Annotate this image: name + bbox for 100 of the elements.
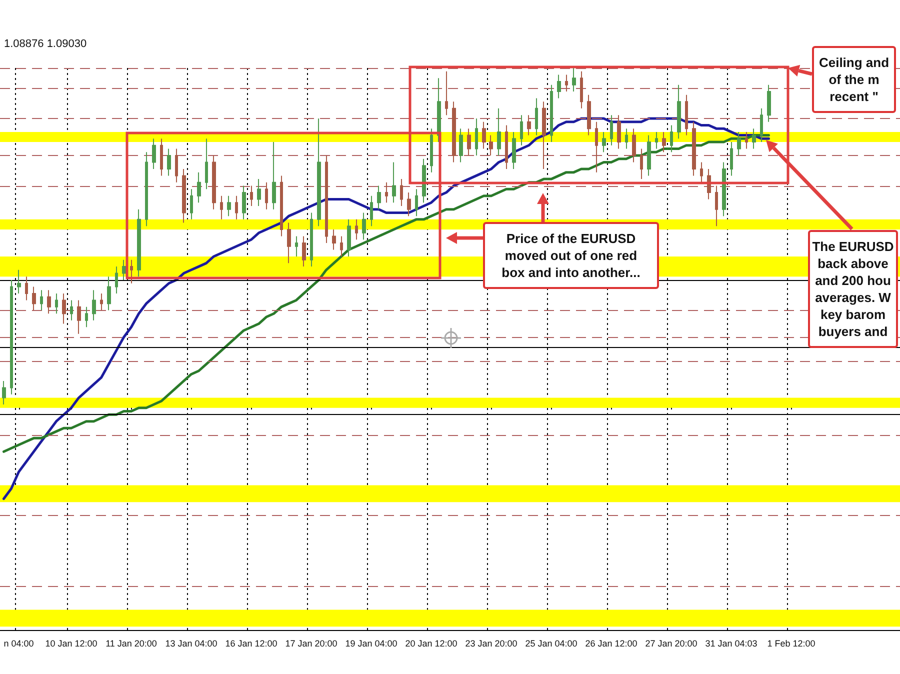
candlestick [122,259,126,281]
candlestick [625,128,628,150]
x-tick-label: n 04:00 [4,638,34,648]
candlestick [242,185,246,220]
candlestick [287,222,291,264]
candlestick [100,292,103,311]
candlestick [377,185,381,210]
candlestick [752,128,756,150]
x-tick-label: 20 Jan 12:00 [405,638,458,648]
candlestick [632,128,636,163]
candlestick [565,74,568,92]
candlestick [220,195,223,220]
candlestick [370,195,373,227]
candlestick [647,134,651,176]
x-tick-label: 25 Jan 04:00 [525,638,578,648]
candlestick [152,138,156,170]
candlestick [475,118,478,156]
candlestick [527,114,531,136]
candlestick [670,124,673,153]
candlestick [362,212,366,240]
candlestick [535,98,538,136]
candlestick [340,236,343,257]
x-tick-label: 16 Jan 12:00 [225,638,278,648]
candlestick [662,131,666,153]
x-tick-label: 27 Jan 20:00 [645,638,698,648]
candlestick [310,212,313,268]
candlestick [595,121,598,173]
candlestick [407,192,411,217]
candlestick [655,131,658,150]
candlestick [602,131,606,153]
candlestick [640,148,643,180]
candlestick [137,208,141,278]
candlestick [145,152,148,227]
candlestick [489,134,493,156]
candlestick [400,178,403,206]
candlestick [572,68,576,92]
candlestick [70,300,73,321]
candlestick [10,280,13,395]
candlestick [272,142,276,210]
candlestick [115,266,118,294]
candlestick [227,195,231,217]
candlestick [700,162,703,183]
candlestick [190,188,193,220]
candlestick [459,128,463,163]
candlestick [250,185,253,206]
candlestick [497,108,501,156]
candlestick [32,286,36,311]
candlestick [520,114,523,146]
candlestick [175,148,178,183]
candlestick [40,290,43,311]
annotation: Ceiling and of the m recent " [812,46,896,113]
candlestick [280,175,283,237]
candlestick [235,195,238,220]
candlestick [745,131,748,150]
candlestick [452,101,456,163]
candlestick [325,154,328,244]
candlestick [482,121,486,150]
candlestick [715,185,718,227]
x-tick-label: 19 Jan 04:00 [345,638,398,648]
candlestick [437,78,441,143]
candlestick [385,182,388,204]
candlestick [77,300,81,334]
candlestick [415,188,418,217]
candlestick [92,290,96,321]
annotation: Price of the EURUSD moved out of one red box and into another... [483,222,659,289]
candlestick [692,121,696,176]
candlestick [62,292,66,324]
candlestick [760,108,763,143]
candlestick [265,182,268,210]
candlestick [347,218,351,257]
text: 1.08876 1.09030 [4,37,88,52]
candlestick [182,168,186,224]
candlestick [2,380,6,406]
candlestick [295,236,298,257]
candlestick [317,118,321,227]
candlestick [557,74,561,99]
x-tick-label: 10 Jan 12:00 [45,638,98,648]
x-tick-label: 17 Jan 20:00 [285,638,338,648]
candlestick [580,70,583,109]
candlestick [445,70,448,116]
candlestick [685,94,688,136]
candlestick [677,84,681,140]
candlestick [737,131,741,156]
candlestick [55,292,58,314]
candlestick [205,138,208,190]
candlestick [392,162,396,204]
candlestick [617,114,621,150]
x-tick-label: 31 Jan 04:03 [705,638,758,648]
candlestick [257,178,261,206]
x-tick-label: 13 Jan 04:00 [165,638,218,648]
candlestick [167,148,171,176]
candlestick [722,162,726,217]
candlestick [130,259,133,284]
candlestick [610,114,613,146]
candlestick [160,138,163,176]
candlestick [467,128,471,156]
x-tick-label: 23 Jan 20:00 [465,638,518,648]
candlestick [730,142,733,176]
candlestick [85,306,88,328]
candlestick [430,128,433,173]
